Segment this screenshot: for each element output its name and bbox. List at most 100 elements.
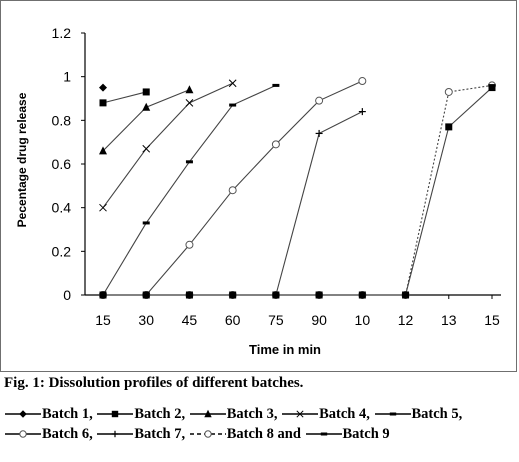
legend-swatch	[189, 409, 226, 418]
data-point	[142, 291, 150, 299]
series-batch-9	[99, 84, 496, 299]
legend-label: Batch 6,	[42, 426, 93, 442]
data-point	[315, 291, 323, 299]
data-point	[229, 103, 237, 107]
dissolution-chart: 0 0.2 0.4 0.6 0.8 1 1.2 15 30 45 60 75 90 10 12 13 15 P…	[15, 25, 501, 357]
x-tick-label: 60	[225, 312, 241, 328]
legend-label: Batch 7,	[134, 426, 186, 442]
legend-entry: Batch 8 and	[189, 426, 301, 442]
legend-swatch	[282, 410, 319, 418]
data-point	[358, 108, 366, 116]
legend: Batch 1, Batch 2, Batch 3, Batch 4, Batc…	[4, 404, 516, 444]
series-line	[102, 91, 147, 104]
legend-marker	[204, 430, 212, 438]
series-batch-6	[99, 77, 367, 299]
data-point	[444, 87, 453, 96]
series-batch-1	[99, 83, 107, 92]
y-tick-label: 1.2	[52, 25, 72, 41]
data-point	[185, 240, 194, 249]
x-tick-label: 75	[268, 312, 284, 328]
legend-marker	[19, 410, 27, 418]
data-point	[315, 96, 324, 105]
data-point	[402, 291, 410, 299]
data-point	[229, 291, 237, 299]
x-tick-label: 45	[182, 312, 198, 328]
x-tick-label: 13	[441, 312, 457, 328]
data-point	[142, 221, 150, 225]
legend-swatch	[97, 410, 134, 418]
legend-marker	[19, 430, 27, 438]
legend-entry: Batch 6,	[4, 426, 93, 442]
legend-entry: Batch 5,	[374, 406, 463, 422]
series-line	[102, 89, 190, 152]
y-tick-label: 1	[63, 69, 71, 85]
x-tick-labels: 15 30 45 60 75 90 10 12 13 15	[95, 312, 500, 328]
series-line	[103, 111, 363, 296]
marker-stroke	[142, 144, 151, 153]
data-point	[142, 102, 151, 111]
series-batch-7	[99, 108, 366, 299]
legend-entry: Batch 7,	[96, 426, 185, 442]
legend-label: Batch 9	[342, 426, 390, 442]
marker-stroke	[185, 99, 194, 107]
legend-swatch	[374, 412, 411, 416]
legend-label: Batch 5,	[411, 406, 463, 422]
data-point	[228, 186, 237, 195]
legend-entry: Batch 4,	[281, 406, 370, 422]
legend-label: Batch 2,	[134, 406, 186, 422]
legend-marker	[204, 409, 212, 418]
data-point	[272, 291, 280, 299]
data-point	[315, 129, 323, 137]
figure-caption: Fig. 1: Dissolution profiles of differen…	[4, 375, 304, 391]
x-tick-label: 15	[484, 312, 500, 328]
legend-swatch	[5, 430, 41, 438]
y-tick-label: 0	[63, 287, 71, 303]
legend-swatch	[305, 432, 342, 436]
legend-label: Batch 4,	[319, 406, 370, 422]
x-tick-label: 10	[355, 312, 371, 328]
legend-marker	[389, 412, 396, 416]
data-point	[185, 160, 193, 164]
legend-entry: Batch 3,	[189, 406, 278, 422]
legend-marker	[112, 430, 119, 438]
chart-axes	[81, 32, 501, 299]
marker-stroke	[228, 79, 237, 88]
data-point	[99, 203, 107, 212]
legend-swatch	[189, 430, 226, 438]
series-lines	[99, 77, 496, 299]
data-point	[99, 291, 107, 299]
series-batch-4	[99, 79, 237, 212]
legend-marker	[320, 432, 327, 436]
data-point	[445, 123, 453, 131]
x-tick-label: 30	[138, 312, 154, 328]
x-tick-label: 15	[95, 312, 111, 328]
y-tick-label: 0.2	[52, 243, 72, 259]
series-line	[103, 84, 493, 296]
legend-marker	[296, 410, 304, 418]
data-point	[228, 79, 237, 88]
y-tick-label: 0.8	[52, 112, 72, 128]
x-axis-label: Time in min	[249, 342, 321, 357]
series-batch-8	[99, 81, 496, 299]
legend-swatch	[5, 410, 41, 418]
legend-marker	[112, 410, 119, 418]
series-batch-2	[99, 88, 150, 107]
series-line	[103, 87, 493, 296]
data-point	[358, 291, 366, 299]
legend-entry: Batch 2,	[96, 406, 185, 422]
data-point	[142, 144, 151, 153]
marker-stroke	[296, 410, 304, 418]
data-point	[142, 88, 150, 96]
figure-frame	[0, 0, 517, 372]
x-tick-label: 12	[398, 312, 414, 328]
legend-label: Batch 1,	[42, 406, 93, 422]
x-tick-label: 90	[311, 312, 327, 328]
data-point	[488, 84, 496, 92]
legend-label: Batch 8 and	[226, 426, 301, 442]
data-point	[99, 99, 107, 107]
data-point	[358, 77, 367, 86]
legend-label: Batch 3,	[226, 406, 278, 422]
y-axis-label: Pecentage drug release	[15, 92, 29, 227]
series-batch-5	[99, 83, 280, 297]
series-line	[102, 82, 233, 208]
